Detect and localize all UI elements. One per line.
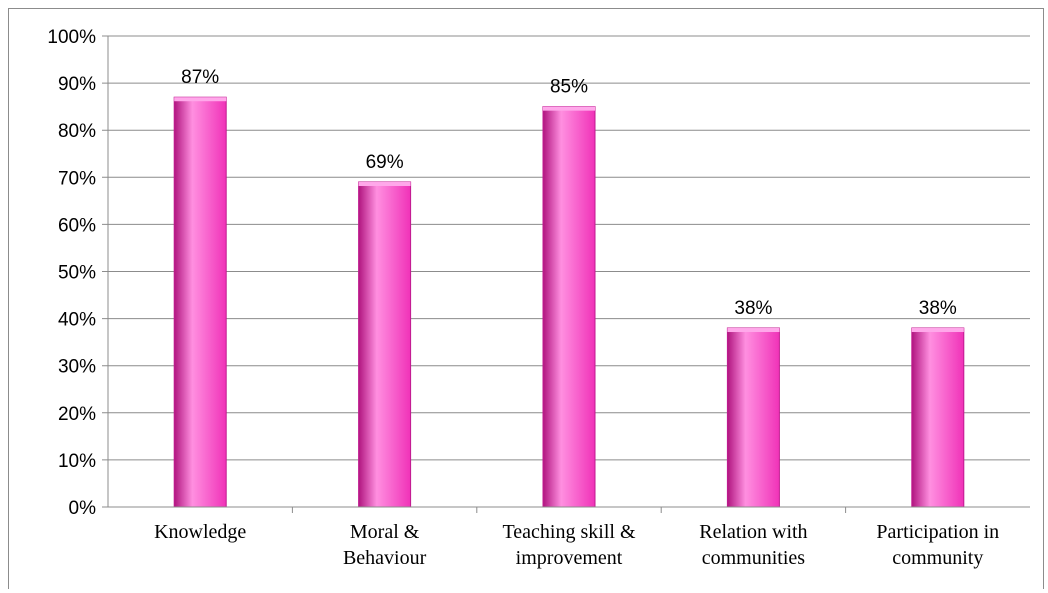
data-label: 38% [919, 298, 957, 319]
x-tick-label: Relation with communities [699, 521, 807, 569]
y-tick-label: 20% [58, 404, 96, 425]
y-tick-label: 60% [58, 215, 96, 236]
x-tick-label: Knowledge [154, 521, 246, 543]
x-tick-label: Moral & Behaviour [343, 521, 427, 569]
x-tick-label-line: Participation in [876, 521, 999, 543]
x-tick-label-line: improvement [516, 547, 623, 569]
x-axis-ticks: Knowledge Moral & Behaviour Teaching skill … [154, 507, 999, 569]
data-label: 87% [181, 67, 219, 88]
x-tick-label-line: Teaching skill & [502, 521, 635, 543]
data-labels: 87% 69% 85% 38% 38% [181, 67, 957, 319]
bar [726, 327, 780, 508]
y-tick-label: 0% [69, 498, 97, 519]
x-tick-label-line: Relation with [699, 521, 807, 543]
bar-top [174, 97, 227, 102]
x-tick-label: Participation in community [876, 521, 999, 569]
y-tick-label: 90% [58, 74, 96, 95]
bar [542, 106, 596, 508]
bar-top [727, 328, 780, 333]
x-tick-label-line: Moral & [350, 521, 420, 543]
y-tick-label: 70% [58, 168, 96, 189]
x-tick-label-line: community [892, 547, 983, 569]
data-label: 69% [366, 152, 404, 173]
y-tick-label: 10% [58, 451, 96, 472]
data-label: 85% [550, 77, 588, 98]
bar [173, 96, 227, 508]
axes [107, 36, 1030, 508]
y-tick-label: 40% [58, 310, 96, 331]
x-tick-label-line: Behaviour [343, 547, 427, 569]
bar-top [358, 182, 411, 187]
bar [358, 181, 412, 508]
x-tick-label-line: communities [702, 547, 806, 569]
data-label: 38% [734, 298, 772, 319]
y-tick-label: 100% [47, 27, 96, 48]
bar [911, 327, 965, 508]
x-tick-label: Teaching skill & improvement [502, 521, 635, 569]
x-tick-label-line: Knowledge [154, 521, 246, 543]
y-axis-ticks: 0% 10% 20% 30% 40% 50% 60% 70% 80% 90% 100% [47, 27, 96, 519]
y-tick-label: 50% [58, 263, 96, 284]
y-tick-label: 80% [58, 121, 96, 142]
bar-top [911, 328, 964, 333]
y-tick-label: 30% [58, 357, 96, 378]
bars [173, 96, 965, 508]
bar-top [543, 106, 595, 111]
